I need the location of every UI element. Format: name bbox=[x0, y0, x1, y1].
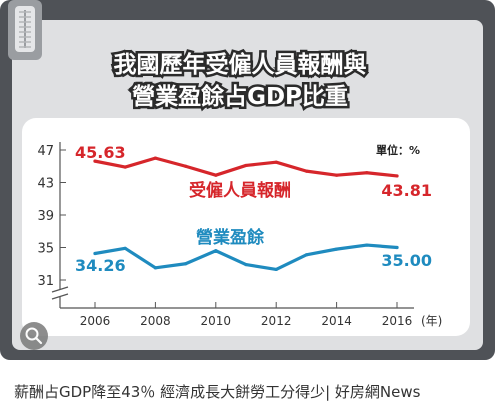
data-point bbox=[365, 171, 369, 175]
x-tick-label: 2014 bbox=[321, 314, 352, 328]
data-point bbox=[123, 246, 127, 250]
series-name-label: 營業盈餘 bbox=[196, 227, 265, 248]
x-tick-label: 2012 bbox=[261, 314, 292, 328]
data-point bbox=[93, 251, 97, 256]
series-start-value-label: 34.26 bbox=[75, 256, 126, 275]
axis-break-mark bbox=[51, 286, 69, 300]
article-caption[interactable]: 薪酬占GDP降至43％ 經濟成長大餅勞工分得少| 好房網News bbox=[14, 383, 421, 401]
data-point bbox=[274, 160, 278, 164]
infographic-card: 我國歷年受僱人員報酬與 營業盈餘占GDP比重 單位：% 47 43 39 35 31 2… bbox=[0, 0, 495, 360]
x-tick-label: 2016 bbox=[382, 314, 413, 328]
data-point bbox=[214, 249, 218, 253]
y-tick-label: 39 bbox=[37, 209, 54, 224]
data-point bbox=[395, 245, 399, 250]
data-point bbox=[153, 156, 157, 160]
x-tick-label: 2006 bbox=[80, 314, 111, 328]
y-tick-label: 31 bbox=[37, 274, 54, 289]
data-point bbox=[335, 173, 339, 177]
zipper-tab-icon bbox=[8, 0, 42, 60]
data-point bbox=[93, 159, 97, 163]
y-tick-label: 43 bbox=[37, 177, 54, 192]
data-point bbox=[184, 164, 188, 168]
unit-label: 單位：% bbox=[376, 143, 420, 157]
series-start-value-label: 45.63 bbox=[75, 143, 126, 162]
data-point bbox=[244, 262, 248, 267]
chart-title-line2: 營業盈餘占GDP比重 bbox=[132, 83, 348, 110]
data-point bbox=[335, 247, 339, 251]
y-tick-label: 47 bbox=[37, 144, 54, 159]
data-point bbox=[304, 253, 308, 257]
x-unit-label: (年) bbox=[421, 314, 442, 328]
data-point bbox=[365, 243, 369, 247]
magnifier-lens-icon[interactable] bbox=[20, 322, 48, 350]
series-name-label: 受僱人員報酬 bbox=[189, 180, 291, 201]
data-point bbox=[123, 165, 127, 169]
chart-title-line1: 我國歷年受僱人員報酬與 bbox=[114, 51, 367, 78]
data-point bbox=[214, 173, 218, 177]
data-point bbox=[274, 267, 278, 272]
data-point bbox=[153, 266, 157, 270]
data-point bbox=[395, 174, 399, 178]
series-end-value-label: 35.00 bbox=[381, 251, 432, 270]
data-point bbox=[184, 262, 188, 266]
series-end-value-label: 43.81 bbox=[381, 181, 432, 200]
x-tick-label: 2010 bbox=[201, 314, 232, 328]
data-point bbox=[244, 163, 248, 168]
data-point bbox=[304, 169, 308, 173]
y-tick-label: 35 bbox=[37, 242, 54, 257]
x-tick-label: 2008 bbox=[140, 314, 171, 328]
